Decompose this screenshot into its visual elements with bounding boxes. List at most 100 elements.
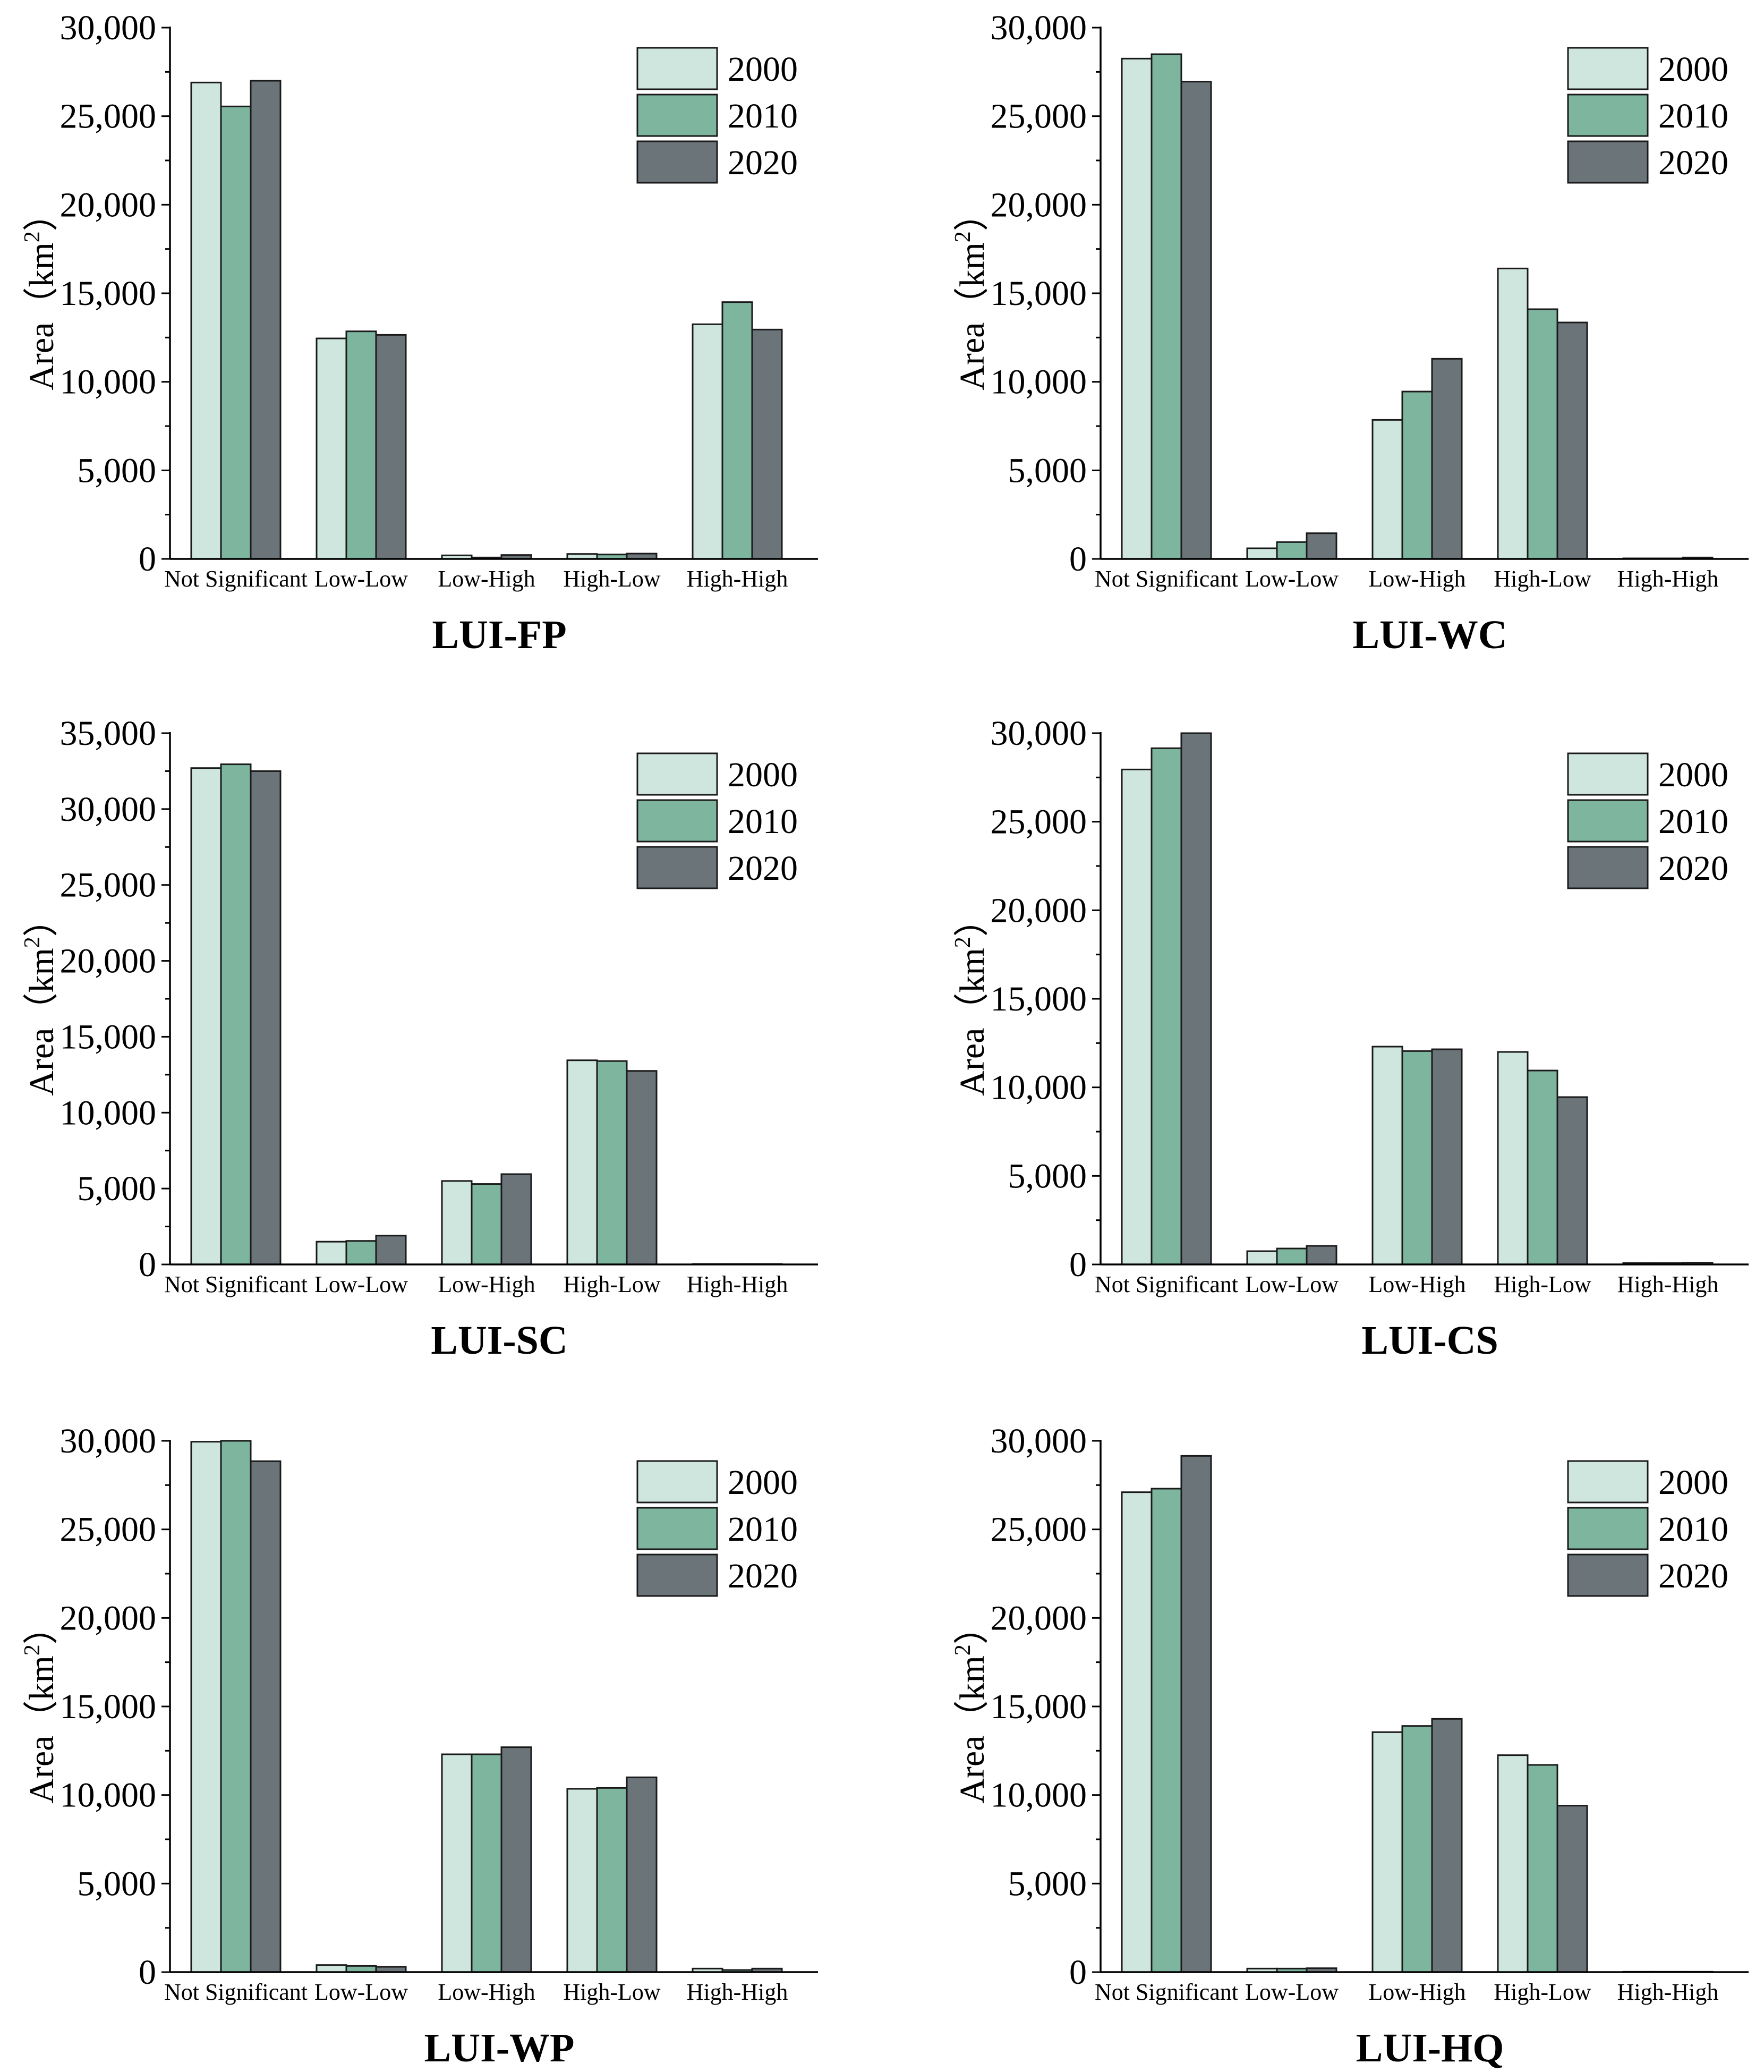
bar-2010-low-low xyxy=(345,330,377,560)
y-axis-label-superscript: 2 xyxy=(20,1644,45,1655)
y-tick-label: 25,000 xyxy=(991,803,1087,842)
bar-2000-low-high xyxy=(441,1753,473,1973)
legend-swatch-2020 xyxy=(1567,1553,1649,1597)
y-axis-label-close: ） xyxy=(22,902,61,937)
bar-2010-low-low xyxy=(1276,541,1308,560)
bar-2010-high-low xyxy=(1527,1069,1558,1266)
x-tick-label: Low-High xyxy=(1368,1979,1465,2005)
bar-2000-high-low xyxy=(566,1788,598,1973)
x-tick-label: High-Low xyxy=(563,566,661,592)
x-tick-label: High-Low xyxy=(1494,1271,1591,1297)
bar-2020-low-high xyxy=(500,1173,532,1266)
legend-label-2020: 2020 xyxy=(728,849,798,888)
y-axis-label-close: ） xyxy=(953,196,992,231)
bar-2000-low-low xyxy=(316,1964,347,1973)
bar-2010-not-significant xyxy=(1151,1488,1182,1973)
bar-2010-not-significant xyxy=(220,105,252,560)
y-tick-label: 0 xyxy=(1069,540,1087,579)
legend-label-2020: 2020 xyxy=(1658,1557,1728,1595)
legend-swatch-2000 xyxy=(1567,752,1649,796)
bar-2000-low-low xyxy=(316,337,347,560)
y-tick-label: 10,000 xyxy=(991,1776,1087,1815)
bar-2020-high-low xyxy=(1556,321,1588,560)
bar-2010-not-significant xyxy=(220,1440,252,1973)
x-tick-label: Not Significant xyxy=(164,566,308,592)
legend-swatch-2000 xyxy=(636,752,718,796)
bar-2010-high-low xyxy=(596,1787,628,1973)
bar-2000-not-significant xyxy=(190,767,222,1266)
bar-2020-low-high xyxy=(1431,1048,1463,1266)
legend-label-2020: 2020 xyxy=(1658,849,1728,888)
legend-swatch-2020 xyxy=(636,140,718,184)
x-tick-label: Low-Low xyxy=(314,1271,408,1297)
bar-2010-low-high xyxy=(471,1753,502,1973)
bar-2020-not-significant xyxy=(250,80,282,560)
x-tick-label: Low-Low xyxy=(314,1979,408,2005)
y-tick-label: 10,000 xyxy=(60,363,157,402)
y-tick-label: 30,000 xyxy=(60,1422,157,1460)
legend-label-2000: 2000 xyxy=(1658,50,1728,89)
x-tick-label: High-High xyxy=(687,1271,788,1297)
bar-2010-low-low xyxy=(345,1240,377,1266)
panel-title: LUI-CS xyxy=(1361,1318,1498,1363)
legend-label-2000: 2000 xyxy=(1658,1463,1728,1502)
bar-2020-not-significant xyxy=(1180,81,1212,560)
y-axis-label: Area（km2） xyxy=(20,902,61,1096)
legend-label-2000: 2000 xyxy=(728,50,798,89)
x-tick-label: High-High xyxy=(1617,566,1719,592)
y-tick-label: 15,000 xyxy=(60,274,157,313)
bar-2010-not-significant xyxy=(220,763,252,1266)
y-tick-label: 20,000 xyxy=(60,185,157,224)
panel-title: LUI-WP xyxy=(424,2026,575,2070)
y-tick-label: 30,000 xyxy=(991,1422,1087,1460)
bar-2020-not-significant xyxy=(250,770,282,1266)
x-tick-label: Low-High xyxy=(438,1979,535,2005)
x-tick-label: Low-Low xyxy=(1245,1271,1339,1297)
y-tick-label: 15,000 xyxy=(60,1017,157,1056)
y-tick-label: 0 xyxy=(1069,1953,1087,1992)
x-tick-label: Not Significant xyxy=(164,1979,308,2005)
bar-2000-low-high xyxy=(441,1180,473,1266)
legend-swatch-2010 xyxy=(1567,1507,1649,1550)
y-tick-label: 10,000 xyxy=(991,363,1087,402)
y-tick-label: 25,000 xyxy=(60,866,157,905)
bar-2020-low-high xyxy=(500,1746,532,1973)
y-tick-label: 5,000 xyxy=(1008,1157,1087,1195)
bar-2000-low-low xyxy=(1246,1250,1278,1266)
y-tick-label: 0 xyxy=(139,1953,156,1992)
x-tick-label: Low-Low xyxy=(1245,1979,1339,2005)
bar-2000-low-low xyxy=(316,1241,347,1266)
legend-swatch-2010 xyxy=(636,94,718,137)
legend-label-2010: 2010 xyxy=(1658,1510,1728,1549)
bar-2020-not-significant xyxy=(1180,732,1212,1266)
bar-2000-not-significant xyxy=(1121,57,1153,560)
y-tick-label: 5,000 xyxy=(78,451,157,490)
legend-swatch-2000 xyxy=(636,1460,718,1504)
bar-2000-high-high xyxy=(692,323,723,560)
y-axis-label-text: Area（km xyxy=(953,948,992,1096)
y-axis-label-close: ） xyxy=(953,902,992,937)
legend-swatch-2010 xyxy=(636,1507,718,1550)
bar-2010-not-significant xyxy=(1151,747,1182,1266)
bar-2010-not-significant xyxy=(1151,53,1182,560)
y-tick-label: 30,000 xyxy=(991,9,1087,47)
bar-2010-high-high xyxy=(721,301,753,560)
y-tick-label: 25,000 xyxy=(60,97,157,136)
y-axis-label: Area（km2） xyxy=(20,196,61,390)
x-tick-label: High-High xyxy=(687,1979,788,2005)
y-tick-label: 15,000 xyxy=(60,1687,157,1726)
y-axis-label-superscript: 2 xyxy=(20,937,45,948)
y-tick-label: 30,000 xyxy=(60,9,157,47)
y-axis-label: Area（km2） xyxy=(20,1609,61,1804)
y-tick-label: 20,000 xyxy=(60,1599,157,1637)
y-tick-label: 20,000 xyxy=(991,1599,1087,1637)
chart-panel-lui-hq: 0 5,000 10,000 15,000 20,000 25,000 30,000 Not … xyxy=(951,1422,1749,2070)
chart-panel-lui-fp: 0 5,000 10,000 15,000 20,000 25,000 30,000 Not … xyxy=(20,9,818,657)
y-axis-label-close: ） xyxy=(22,196,61,231)
y-axis-label-text: Area（km xyxy=(953,242,992,390)
bar-2000-low-high xyxy=(1371,1046,1403,1266)
bar-2000-high-low xyxy=(1497,267,1529,560)
x-tick-label: Low-High xyxy=(1368,566,1465,592)
bar-2020-not-significant xyxy=(250,1460,282,1973)
bar-2000-low-high xyxy=(1371,419,1403,560)
